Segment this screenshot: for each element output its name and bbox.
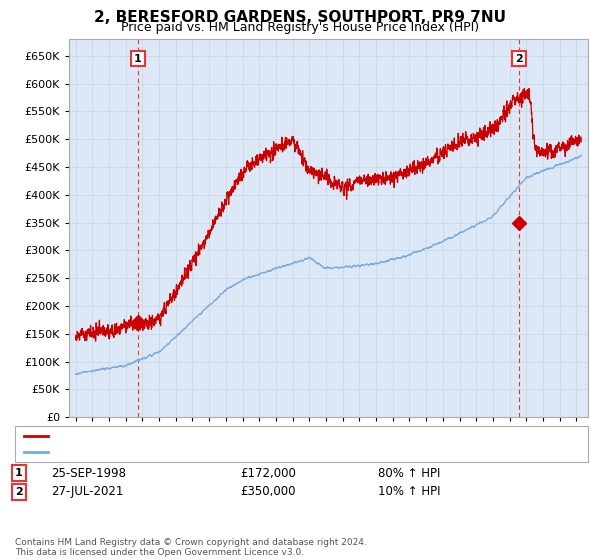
Text: 1: 1 — [134, 54, 142, 64]
Text: 1: 1 — [15, 468, 23, 478]
Text: Price paid vs. HM Land Registry's House Price Index (HPI): Price paid vs. HM Land Registry's House … — [121, 21, 479, 34]
Text: HPI: Average price, detached house, Sefton: HPI: Average price, detached house, Seft… — [52, 447, 290, 457]
Text: 10% ↑ HPI: 10% ↑ HPI — [378, 485, 440, 498]
Text: 27-JUL-2021: 27-JUL-2021 — [51, 485, 124, 498]
Text: 2, BERESFORD GARDENS, SOUTHPORT, PR9 7NU (detached house): 2, BERESFORD GARDENS, SOUTHPORT, PR9 7NU… — [52, 431, 419, 441]
Text: 2, BERESFORD GARDENS, SOUTHPORT, PR9 7NU: 2, BERESFORD GARDENS, SOUTHPORT, PR9 7NU — [94, 10, 506, 25]
Text: £350,000: £350,000 — [240, 485, 296, 498]
Text: 2: 2 — [515, 54, 523, 64]
Text: £172,000: £172,000 — [240, 466, 296, 480]
Text: 80% ↑ HPI: 80% ↑ HPI — [378, 466, 440, 480]
Text: 2: 2 — [15, 487, 23, 497]
Text: Contains HM Land Registry data © Crown copyright and database right 2024.
This d: Contains HM Land Registry data © Crown c… — [15, 538, 367, 557]
Text: 25-SEP-1998: 25-SEP-1998 — [51, 466, 126, 480]
